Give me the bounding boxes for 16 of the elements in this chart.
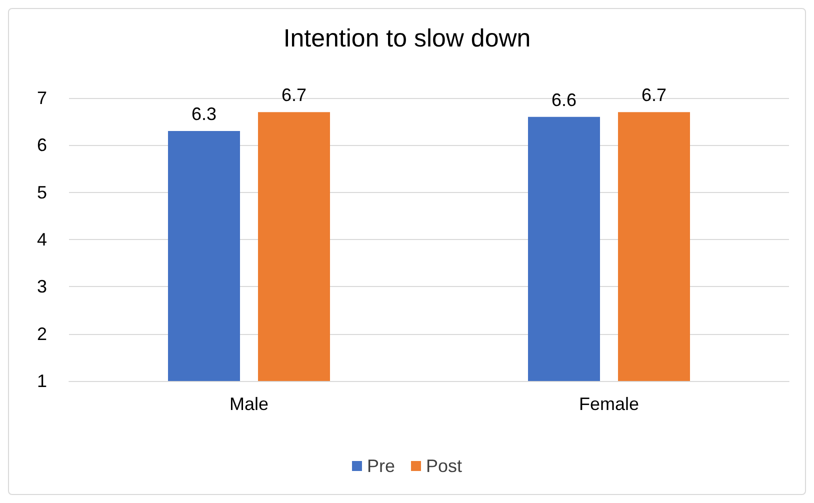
data-label: 6.6 (551, 90, 577, 110)
y-tick-label: 5 (36, 182, 47, 202)
data-label: 6.7 (641, 85, 667, 106)
legend-label: Post (426, 456, 462, 476)
y-tick-label: 6 (36, 135, 47, 156)
y-tick-label: 7 (36, 88, 47, 108)
chart-title: Intention to slow down (283, 24, 531, 52)
legend-label: Pre (366, 456, 395, 476)
x-tick-label: Male (229, 394, 269, 414)
y-tick-label: 2 (36, 324, 47, 344)
y-tick-label: 1 (36, 371, 47, 391)
data-label: 6.3 (191, 104, 217, 124)
x-tick-label: Female (578, 394, 640, 414)
y-tick-label: 4 (36, 230, 47, 250)
data-label: 6.7 (281, 85, 307, 106)
y-tick-label: 3 (36, 276, 47, 297)
